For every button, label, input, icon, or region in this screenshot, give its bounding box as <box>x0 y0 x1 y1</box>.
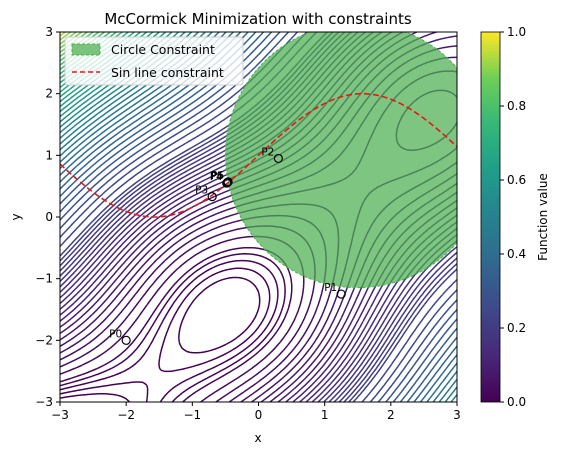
legend-box <box>64 36 244 86</box>
colorbar-ticks: 0.0 0.2 0.4 0.6 0.8 1.0 <box>500 25 526 409</box>
point-label: P3 <box>195 185 208 197</box>
chart-title: McCormick Minimization with constraints <box>104 10 411 28</box>
y-tick-label: 2 <box>45 87 53 101</box>
y-tick-label: 1 <box>45 148 53 162</box>
y-tick-label: 0 <box>45 210 53 224</box>
x-tick-label: −3 <box>51 408 69 422</box>
point-marker <box>207 192 217 202</box>
point-label: P6 <box>211 170 224 182</box>
colorbar-tick-label: 0.2 <box>507 321 526 335</box>
x-axis: −3 −2 −1 0 1 2 3 <box>51 402 461 422</box>
y-tick-label: −2 <box>35 333 53 347</box>
y-tick-label: −3 <box>35 395 53 409</box>
contour-line <box>60 267 271 402</box>
colorbar-tick-label: 0.0 <box>507 395 526 409</box>
legend-sin-label: Sin line constraint <box>111 65 224 80</box>
point-label: P0 <box>109 328 122 340</box>
x-tick-label: 0 <box>255 408 263 422</box>
contour-line <box>60 276 261 402</box>
colorbar-tick-label: 0.8 <box>507 99 526 113</box>
y-axis-label: y <box>9 213 23 220</box>
contour-line <box>60 32 72 41</box>
x-tick-label: 1 <box>321 408 329 422</box>
colorbar-label: Function value <box>536 173 550 261</box>
point-label: P5 <box>210 170 223 182</box>
contour-line <box>60 32 457 402</box>
point-label: P2 <box>261 146 274 158</box>
point-marker <box>336 289 346 299</box>
point-label: P1 <box>324 282 337 294</box>
y-tick-label: 3 <box>45 25 53 39</box>
point-label: P4 <box>210 171 223 183</box>
point-marker <box>273 153 283 164</box>
y-axis: −3 −2 −1 0 1 2 3 <box>35 25 60 409</box>
y-tick-label: −1 <box>35 272 53 286</box>
contour-line <box>60 253 286 402</box>
x-tick-label: 3 <box>453 408 461 422</box>
colorbar-gradient <box>481 32 500 402</box>
x-tick-label: −2 <box>117 408 135 422</box>
point-marker <box>223 177 233 187</box>
colorbar-tick-label: 0.4 <box>507 247 526 261</box>
x-tick-label: −1 <box>183 408 201 422</box>
sin-line-constraint <box>60 92 457 218</box>
legend-circle-label: Circle Constraint <box>111 42 215 57</box>
contour-line <box>60 32 457 402</box>
colorbar: 0.0 0.2 0.4 0.6 0.8 1.0 Function value <box>480 25 550 409</box>
colorbar-tick-label: 1.0 <box>507 25 526 39</box>
x-tick-label: 2 <box>387 408 395 422</box>
colorbar-frame <box>480 31 501 403</box>
colorbar-tick-label: 0.6 <box>507 173 526 187</box>
circle-constraint <box>224 32 457 289</box>
legend: Circle Constraint Sin line constraint <box>64 36 244 86</box>
contour-line <box>60 259 279 402</box>
point-marker <box>121 335 131 345</box>
legend-circle-swatch <box>71 43 101 56</box>
x-axis-label: x <box>254 431 261 445</box>
